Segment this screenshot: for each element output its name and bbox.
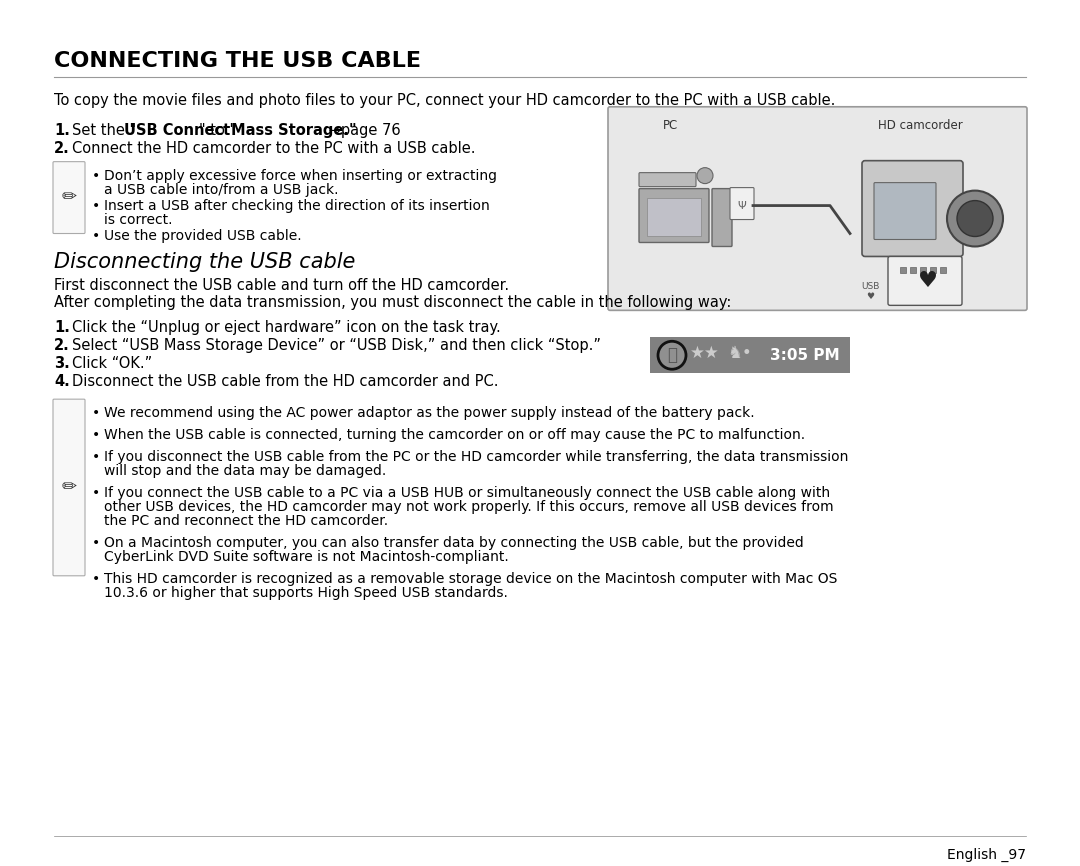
Bar bbox=[940, 268, 946, 274]
Text: Connect the HD camcorder to the PC with a USB cable.: Connect the HD camcorder to the PC with … bbox=[72, 140, 475, 156]
Text: 4.: 4. bbox=[54, 374, 70, 389]
FancyBboxPatch shape bbox=[888, 256, 962, 306]
Text: Select “USB Mass Storage Device” or “USB Disk,” and then click “Stop.”: Select “USB Mass Storage Device” or “USB… bbox=[72, 339, 600, 353]
Text: •: • bbox=[92, 198, 100, 212]
Text: •: • bbox=[92, 450, 100, 464]
FancyBboxPatch shape bbox=[862, 161, 963, 256]
Text: " to ": " to " bbox=[199, 123, 237, 138]
Text: ✏: ✏ bbox=[62, 479, 77, 496]
Text: Insert a USB after checking the direction of its insertion: Insert a USB after checking the directio… bbox=[104, 198, 489, 212]
Text: Disconnect the USB cable from the HD camcorder and PC.: Disconnect the USB cable from the HD cam… bbox=[72, 374, 499, 389]
Text: CyberLink DVD Suite software is not Macintosh-compliant.: CyberLink DVD Suite software is not Maci… bbox=[104, 550, 509, 564]
Text: 3.: 3. bbox=[54, 356, 70, 372]
Text: Don’t apply excessive force when inserting or extracting: Don’t apply excessive force when inserti… bbox=[104, 169, 497, 183]
Text: USB
♥: USB ♥ bbox=[861, 281, 879, 301]
Text: ✏: ✏ bbox=[62, 189, 77, 207]
Text: CONNECTING THE USB CABLE: CONNECTING THE USB CABLE bbox=[54, 51, 421, 71]
FancyBboxPatch shape bbox=[639, 189, 708, 242]
Text: •: • bbox=[92, 536, 100, 550]
Text: To copy the movie files and photo files to your PC, connect your HD camcorder to: To copy the movie files and photo files … bbox=[54, 93, 835, 107]
Text: If you disconnect the USB cable from the PC or the HD camcorder while transferri: If you disconnect the USB cable from the… bbox=[104, 450, 849, 464]
Text: other USB devices, the HD camcorder may not work properly. If this occurs, remov: other USB devices, the HD camcorder may … bbox=[104, 500, 834, 514]
Text: After completing the data transmission, you must disconnect the cable in the fol: After completing the data transmission, … bbox=[54, 295, 731, 310]
Text: On a Macintosh computer, you can also transfer data by connecting the USB cable,: On a Macintosh computer, you can also tr… bbox=[104, 536, 804, 550]
Text: ★★: ★★ bbox=[690, 345, 720, 362]
Text: HD camcorder: HD camcorder bbox=[878, 119, 962, 132]
Text: is correct.: is correct. bbox=[104, 212, 173, 227]
Text: →page 76: →page 76 bbox=[324, 123, 401, 138]
Text: If you connect the USB cable to a PC via a USB HUB or simultaneously connect the: If you connect the USB cable to a PC via… bbox=[104, 486, 831, 500]
Text: 1.: 1. bbox=[54, 320, 70, 335]
Text: Click “OK.”: Click “OK.” bbox=[72, 356, 152, 372]
Text: First disconnect the USB cable and turn off the HD camcorder.: First disconnect the USB cable and turn … bbox=[54, 278, 509, 294]
Text: When the USB cable is connected, turning the camcorder on or off may cause the P: When the USB cable is connected, turning… bbox=[104, 428, 805, 443]
Text: •: • bbox=[92, 428, 100, 443]
Text: This HD camcorder is recognized as a removable storage device on the Macintosh c: This HD camcorder is recognized as a rem… bbox=[104, 572, 837, 585]
Text: 2.: 2. bbox=[54, 140, 70, 156]
Text: a USB cable into/from a USB jack.: a USB cable into/from a USB jack. bbox=[104, 183, 338, 197]
Bar bbox=[900, 268, 906, 274]
Text: PC: PC bbox=[662, 119, 677, 132]
Bar bbox=[647, 197, 701, 236]
FancyBboxPatch shape bbox=[650, 337, 850, 373]
Bar bbox=[920, 268, 926, 274]
Bar bbox=[910, 268, 916, 274]
FancyBboxPatch shape bbox=[712, 189, 732, 247]
Text: Ψ: Ψ bbox=[738, 201, 746, 210]
FancyBboxPatch shape bbox=[639, 172, 696, 186]
FancyBboxPatch shape bbox=[53, 399, 85, 576]
Text: will stop and the data may be damaged.: will stop and the data may be damaged. bbox=[104, 464, 387, 478]
Text: 2.: 2. bbox=[54, 339, 70, 353]
Text: 1.: 1. bbox=[54, 123, 70, 138]
Text: 10.3.6 or higher that supports High Speed USB standards.: 10.3.6 or higher that supports High Spee… bbox=[104, 585, 508, 600]
Text: Use the provided USB cable.: Use the provided USB cable. bbox=[104, 229, 301, 242]
Text: Disconnecting the USB cable: Disconnecting the USB cable bbox=[54, 253, 355, 273]
Text: We recommend using the AC power adaptor as the power supply instead of the batte: We recommend using the AC power adaptor … bbox=[104, 406, 755, 420]
Text: •: • bbox=[92, 406, 100, 420]
Circle shape bbox=[697, 168, 713, 184]
Bar bbox=[930, 268, 936, 274]
Circle shape bbox=[957, 201, 993, 236]
Text: •: • bbox=[92, 572, 100, 585]
Text: Click the “Unplug or eject hardware” icon on the task tray.: Click the “Unplug or eject hardware” ico… bbox=[72, 320, 501, 335]
Text: •: • bbox=[92, 229, 100, 242]
Text: •: • bbox=[92, 486, 100, 500]
Text: ⛰: ⛰ bbox=[667, 346, 677, 365]
FancyBboxPatch shape bbox=[53, 162, 85, 234]
Text: ♞•: ♞• bbox=[728, 345, 753, 362]
Text: the PC and reconnect the HD camcorder.: the PC and reconnect the HD camcorder. bbox=[104, 514, 388, 528]
Text: •: • bbox=[92, 169, 100, 183]
Text: USB Connect: USB Connect bbox=[124, 123, 230, 138]
Text: 3:05 PM: 3:05 PM bbox=[770, 348, 840, 363]
FancyBboxPatch shape bbox=[730, 188, 754, 220]
Circle shape bbox=[658, 341, 686, 369]
Text: ♥: ♥ bbox=[918, 271, 939, 291]
Circle shape bbox=[947, 191, 1003, 247]
Text: Set the ": Set the " bbox=[72, 123, 136, 138]
FancyBboxPatch shape bbox=[608, 107, 1027, 310]
FancyBboxPatch shape bbox=[874, 183, 936, 240]
Text: English _97: English _97 bbox=[947, 848, 1026, 863]
Text: Mass Storage.": Mass Storage." bbox=[231, 123, 356, 138]
